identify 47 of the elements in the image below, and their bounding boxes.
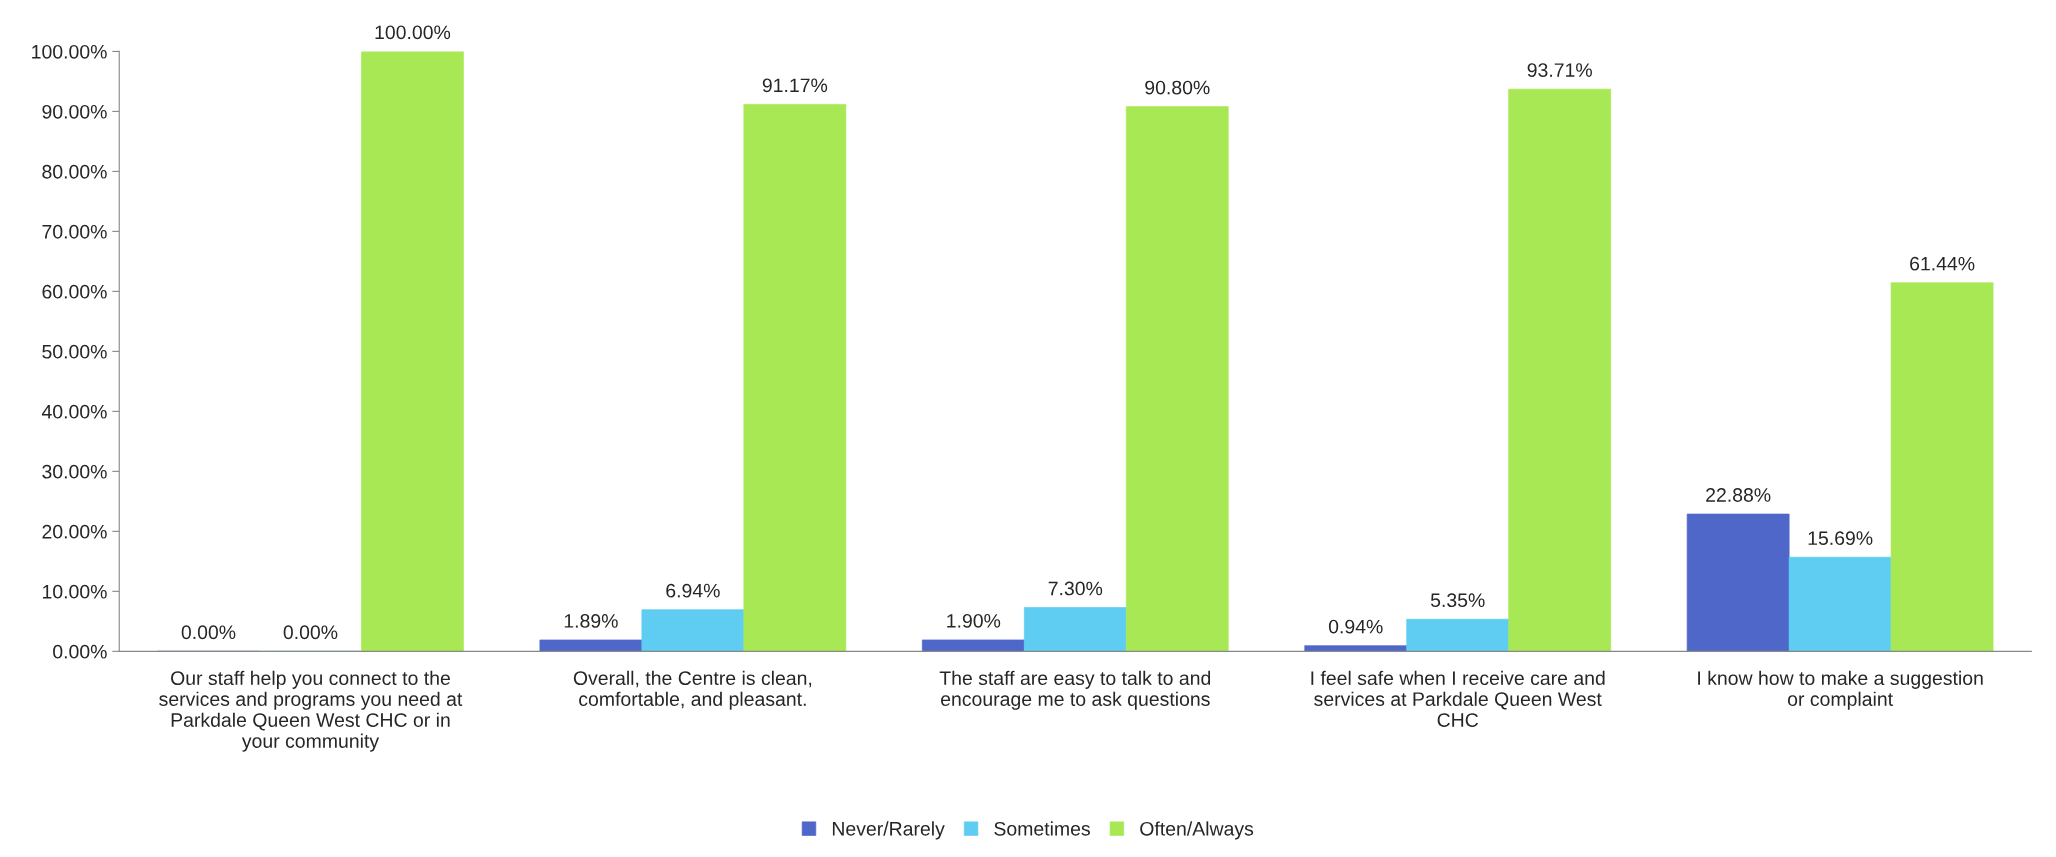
data-label: 7.30% xyxy=(1048,581,1103,596)
bar xyxy=(539,639,643,652)
data-label: 22.88% xyxy=(1706,488,1771,502)
x-tick-label: Overall, the Centre is clean, comfortable, and pleasant. xyxy=(573,670,812,710)
y-tick-label: 50.00% xyxy=(42,344,107,359)
bar xyxy=(1788,556,1892,652)
y-tick-label: 30.00% xyxy=(42,464,107,479)
y-tick-label: 80.00% xyxy=(42,164,107,179)
data-label: 6.94% xyxy=(666,583,720,598)
data-label: 15.69% xyxy=(1808,531,1873,546)
legend-label: Often/Always xyxy=(1140,821,1254,840)
y-tick-label: 0.00% xyxy=(53,644,107,659)
y-tick-label: 100.00% xyxy=(32,44,107,59)
legend-label: Sometimes xyxy=(994,821,1090,836)
bar xyxy=(1406,618,1510,652)
x-tick-label: I feel safe when I receive care and services at Parkdale Queen West CHC xyxy=(1311,670,1605,727)
bar xyxy=(1125,106,1229,652)
data-label: 1.89% xyxy=(564,614,618,628)
bar xyxy=(1304,645,1408,652)
data-label: 5.35% xyxy=(1430,593,1485,608)
data-label: 93.71% xyxy=(1527,63,1592,77)
data-label: 0.94% xyxy=(1328,619,1383,634)
bar xyxy=(361,51,464,652)
bar xyxy=(1890,282,1994,652)
data-label: 1.90% xyxy=(947,613,1001,628)
bar xyxy=(921,639,1025,652)
y-tick-label: 70.00% xyxy=(42,224,107,239)
data-label: 91.17% xyxy=(762,78,828,93)
y-tick-label: 90.00% xyxy=(42,104,107,119)
bar xyxy=(1508,88,1612,652)
bar xyxy=(1023,607,1127,652)
data-label: 0.00% xyxy=(181,625,236,640)
bar xyxy=(641,609,745,652)
x-tick-label: The staff are easy to talk to and encourage me to ask questions xyxy=(939,670,1211,710)
y-tick-label: 60.00% xyxy=(42,284,107,299)
data-label: 0.00% xyxy=(283,625,338,640)
data-label: 100.00% xyxy=(375,25,451,40)
bar xyxy=(743,104,847,652)
x-tick-label: Our staff help you connect to the services and programs you need at Parkdale Queen West CHC or in your community xyxy=(159,670,463,752)
y-tick-label: 20.00% xyxy=(42,524,107,539)
x-tick-label: I know how to make a suggestion or complaint xyxy=(1698,670,1983,710)
data-label: 61.44% xyxy=(1910,256,1975,271)
legend-label: Never/Rarely xyxy=(832,821,945,840)
y-tick-label: 40.00% xyxy=(41,404,107,419)
data-label: 90.80% xyxy=(1145,80,1210,95)
bar xyxy=(1686,513,1790,652)
y-tick-label: 10.00% xyxy=(42,584,107,599)
